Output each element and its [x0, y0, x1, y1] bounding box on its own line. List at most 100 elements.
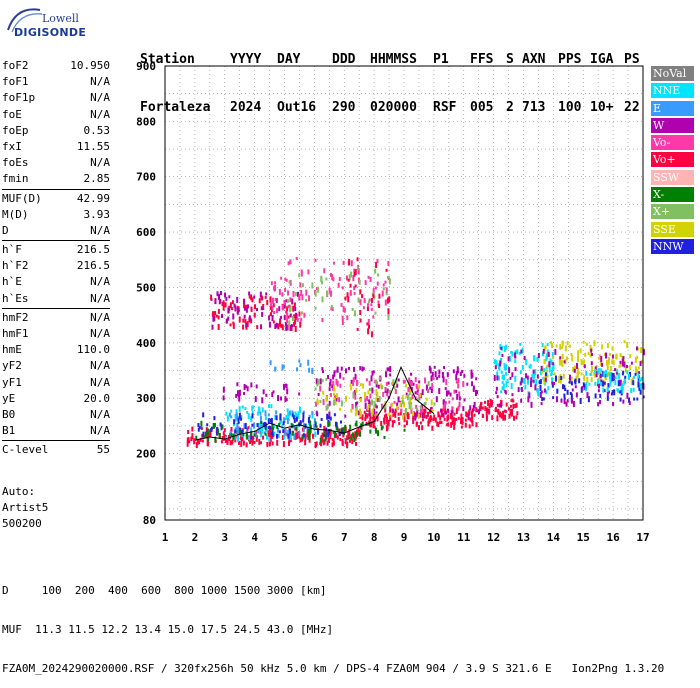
header-value: 2	[506, 100, 514, 115]
echo-point	[523, 356, 526, 361]
echo-point	[636, 397, 639, 401]
x-tick-label: 13	[517, 531, 530, 544]
echo-point	[388, 389, 391, 394]
echo-point	[332, 277, 335, 282]
echo-point	[600, 368, 603, 373]
echo-point	[566, 389, 569, 395]
param-row: foEs N/A	[2, 155, 110, 171]
echo-point	[268, 440, 271, 446]
param-value: 216.5	[76, 259, 110, 273]
echo-point	[295, 416, 298, 422]
echo-point	[233, 422, 236, 427]
echo-point	[333, 394, 336, 398]
echo-point	[386, 367, 389, 372]
echo-point	[341, 286, 344, 290]
echo-point	[524, 373, 527, 379]
echo-point	[347, 296, 350, 303]
echo-point	[237, 390, 240, 397]
echo-point	[463, 373, 466, 378]
echo-point	[546, 374, 549, 378]
echo-point	[458, 396, 461, 401]
echo-point	[299, 437, 302, 443]
echo-point	[307, 428, 310, 435]
echo-point	[611, 372, 614, 377]
echo-point	[339, 372, 342, 379]
echo-point	[391, 420, 394, 426]
echo-point	[520, 386, 523, 392]
echo-point	[327, 419, 330, 424]
echo-point	[536, 388, 539, 393]
param-row: fmin 2.85	[2, 171, 110, 187]
echo-point	[296, 432, 299, 437]
echo-point	[347, 261, 350, 266]
echo-point	[575, 392, 578, 398]
echo-point	[376, 414, 379, 420]
echo-point	[320, 435, 323, 440]
echo-point	[315, 378, 318, 385]
echo-point	[284, 287, 287, 292]
echo-point	[379, 376, 382, 380]
echo-point	[296, 424, 299, 431]
echo-point	[351, 404, 354, 410]
echo-point	[583, 364, 586, 369]
echo-point	[293, 302, 296, 308]
echo-point	[637, 366, 640, 370]
echo-point	[370, 421, 373, 428]
echo-point	[476, 409, 479, 413]
echo-point	[378, 396, 381, 403]
echo-point	[535, 379, 538, 386]
echo-point	[552, 363, 555, 370]
echo-point	[349, 384, 352, 388]
echo-point	[333, 413, 336, 417]
echo-point	[564, 345, 567, 352]
echo-point	[637, 381, 640, 388]
echo-point	[419, 408, 422, 413]
echo-point	[326, 403, 329, 410]
echo-point	[403, 416, 406, 422]
echo-point	[488, 408, 491, 415]
echo-point	[445, 379, 448, 386]
echo-point	[389, 373, 392, 377]
param-name: hmF1	[2, 327, 29, 340]
echo-point	[286, 324, 289, 331]
echo-point	[329, 434, 332, 440]
echo-point	[468, 424, 471, 429]
param-divider	[2, 188, 110, 190]
header-value: 020000	[370, 100, 417, 115]
echo-point	[613, 389, 616, 396]
echo-point	[600, 355, 603, 362]
echo-point	[590, 348, 593, 353]
echo-point	[386, 423, 389, 430]
echo-point	[354, 310, 357, 317]
echo-point	[584, 352, 587, 357]
param-value: N/A	[90, 327, 110, 340]
echo-point	[509, 404, 512, 408]
echo-point	[389, 366, 392, 373]
echo-point	[238, 412, 241, 419]
echo-point	[223, 434, 226, 441]
echo-point	[286, 408, 289, 413]
echo-point	[503, 345, 506, 352]
echo-point	[271, 315, 274, 322]
echo-point	[299, 420, 302, 427]
echo-point	[200, 420, 203, 427]
echo-point	[498, 351, 501, 356]
echo-point	[464, 422, 467, 428]
echo-point	[217, 315, 220, 320]
echo-point	[353, 268, 356, 273]
echo-point	[267, 413, 270, 417]
ionogram-plot: 1 2 3 4 5 6 7 8 9 10 11 12 13 14 15 16 17 80200300400500…	[136, 60, 650, 544]
echo-point	[284, 396, 287, 403]
echo-point	[446, 408, 449, 412]
echo-point	[348, 436, 351, 440]
echo-point	[476, 390, 479, 395]
echo-point	[540, 402, 543, 406]
echo-point	[283, 299, 286, 305]
distance-scale-row: D 100 200 400 600 800 1000 1500 3000 [km…	[2, 584, 327, 597]
echo-point	[566, 399, 569, 403]
echo-point	[609, 352, 612, 356]
echo-point	[295, 312, 298, 318]
echo-point	[353, 437, 356, 443]
echo-point	[329, 392, 332, 397]
echo-point	[298, 311, 301, 317]
